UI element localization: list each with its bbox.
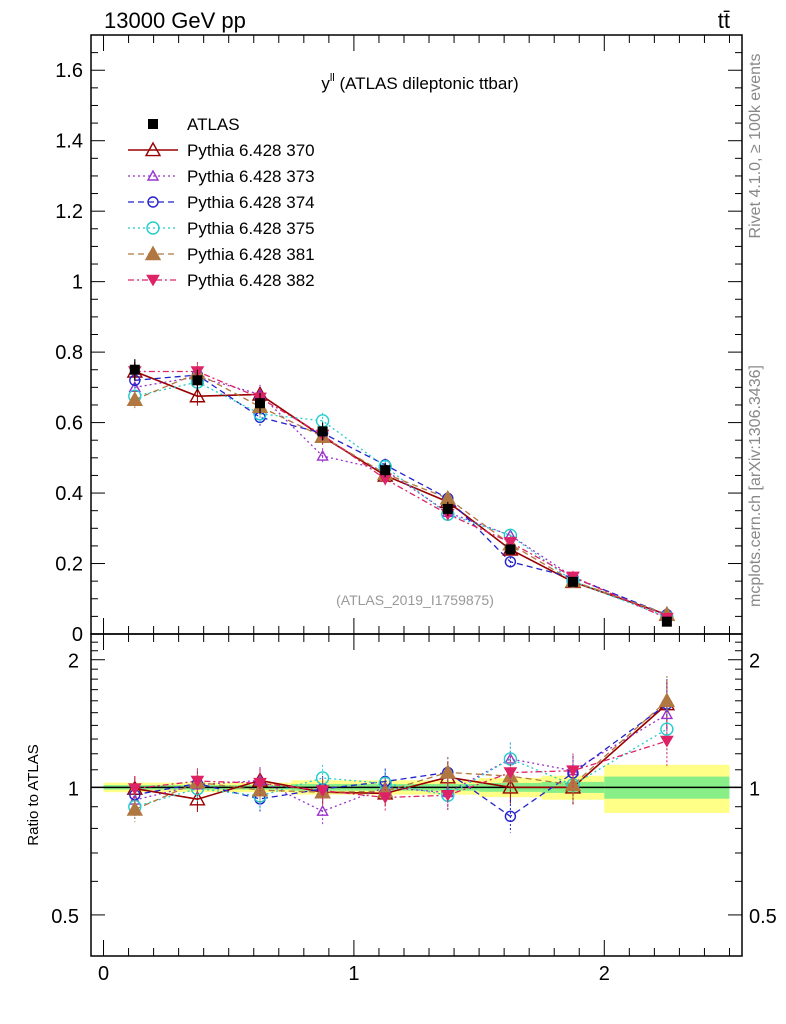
x-tick-label-2: 1	[348, 963, 359, 985]
atlas-point-1	[129, 364, 140, 375]
ratio-series-1-point-2	[189, 790, 206, 806]
ratio-series-6-point-5	[378, 792, 393, 804]
main-y-tick-label-3: 0.4	[55, 483, 83, 505]
x-tick-label-1: 0	[98, 963, 109, 985]
legend-marker-atlas	[148, 119, 158, 129]
ratio-series-6-point-4	[315, 785, 330, 797]
series-line-5	[134, 372, 668, 615]
ratio-series-5-point-8	[564, 776, 582, 792]
series-line-3	[134, 374, 668, 616]
ratio-axes: 0.5 0.5 1 1 2 2 0 1 2	[51, 633, 777, 985]
mcplots-label: mcplots.cern.ch [arXiv:1306.3436]	[747, 365, 764, 607]
ratio-frame	[90, 633, 743, 957]
series-line-4	[134, 381, 668, 618]
ratio-data-bands	[91, 764, 742, 813]
legend-label-5: Pythia 6.428 381	[187, 245, 315, 264]
series-line-2	[134, 376, 668, 617]
ratio-series-6-point-9	[660, 735, 674, 748]
series-line-6	[134, 370, 668, 619]
x-tick-label-3: 2	[599, 963, 610, 985]
ratio-series-3-point-7	[504, 810, 517, 823]
main-y-tick-label-9: 1.6	[55, 60, 83, 82]
atlas-point-3	[255, 398, 266, 409]
atlas-point-4	[317, 426, 328, 437]
ratio-series-5-point-9	[658, 692, 676, 708]
legend-label-2: Pythia 6.428 373	[187, 167, 315, 186]
ratio-y-tick-label-right-1: 0.5	[749, 906, 777, 928]
ratio-series-2-point-9	[660, 708, 674, 720]
ratio-series-4-point-9	[660, 722, 674, 736]
series-6-point-7	[503, 537, 518, 549]
main-y-tick-label-4: 0.6	[55, 413, 83, 435]
series-2-point-4	[316, 449, 329, 461]
ratio-series-5-point-6	[439, 763, 456, 779]
legend-label-3: Pythia 6.428 374	[187, 193, 315, 212]
ratio-data-marks	[126, 675, 676, 833]
ratio-series-2-point-4	[316, 804, 329, 816]
series-5-point-1	[126, 391, 144, 406]
ratio-panel: 0.5 0.5 1 1 2 2 0 1 2 Ratio to ATLAS	[25, 633, 777, 985]
ratio-y-tick-label-1: 0.5	[51, 906, 79, 928]
plot-title-rest: (ATLAS dileptonic ttbar)	[335, 74, 519, 93]
ratio-line-6	[134, 740, 668, 799]
series-line-1	[134, 370, 668, 616]
ratio-series-6-point-8	[566, 765, 580, 778]
ratio-y-label: Ratio to ATLAS	[25, 744, 42, 845]
series-3-point-7	[504, 556, 517, 568]
collision-label: 13000 GeV pp	[104, 8, 246, 33]
main-series-lines	[134, 370, 668, 619]
legend-marker-3	[147, 196, 159, 208]
series-1-point-2	[189, 387, 206, 403]
main-y-tick-label-1: 0	[72, 624, 83, 646]
legend-marker-1	[144, 141, 162, 157]
main-y-tick-label-2: 0.2	[55, 554, 83, 576]
process-label: tt̄	[718, 8, 730, 33]
plot-title: yll (ATLAS dileptonic ttbar)	[321, 72, 518, 93]
main-axes: 0 0.2 0.4 0.6 0.8 1 1.2 1.4 1.6	[55, 34, 743, 646]
atlas-point-2	[192, 375, 203, 386]
atlas-point-5	[380, 465, 391, 476]
ratio-series-5-point-1	[126, 801, 144, 816]
legend-marker-6	[146, 274, 160, 287]
ratio-series-6-point-6	[440, 789, 455, 802]
main-data-marks	[126, 359, 676, 627]
main-y-tick-label-7: 1.2	[55, 201, 83, 223]
ratio-series-6-point-3	[253, 777, 267, 790]
legend-label-1: Pythia 6.428 370	[187, 141, 315, 160]
legend-marker-2	[146, 169, 160, 181]
ratio-series-6-point-7	[503, 767, 518, 779]
ratio-series-6-point-2	[190, 775, 205, 788]
ratio-series-6-point-1	[127, 783, 142, 795]
plot-title-sup: ll	[330, 72, 335, 84]
legend-marker-5	[144, 245, 162, 261]
ratio-series-1-point-7	[502, 778, 519, 794]
rivet-label: Rivet 4.1.0, ≥ 100k events	[747, 54, 764, 239]
legend-label-6: Pythia 6.428 382	[187, 271, 315, 290]
main-panel: 0 0.2 0.4 0.6 0.8 1 1.2 1.4 1.6 yll (ATLAS dilep…	[55, 34, 743, 646]
main-y-tick-label-8: 1.4	[55, 131, 83, 153]
legend-marker-4	[146, 221, 160, 235]
legend-label-atlas: ATLAS	[187, 115, 240, 134]
ratio-y-tick-label-right-3: 2	[749, 651, 760, 673]
ratio-y-tick-label-2: 1	[68, 778, 79, 800]
ratio-line-2	[134, 713, 668, 812]
main-y-tick-label-5: 0.8	[55, 342, 83, 364]
atlas-point-9	[661, 616, 672, 627]
ratio-y-tick-label-3: 2	[68, 651, 79, 673]
ratio-y-tick-label-right-2: 1	[749, 778, 760, 800]
plot-title-main: y	[321, 74, 330, 93]
analysis-tag: (ATLAS_2019_I1759875)	[336, 592, 494, 608]
legend: ATLAS Pythia 6.428 370 Pythia 6.428 373 Pyt…	[128, 115, 315, 290]
main-y-tick-label-6: 1	[72, 272, 83, 294]
atlas-point-8	[567, 576, 578, 587]
atlas-point-6	[442, 503, 453, 514]
legend-label-4: Pythia 6.428 375	[187, 219, 315, 238]
atlas-point-7	[505, 544, 516, 555]
